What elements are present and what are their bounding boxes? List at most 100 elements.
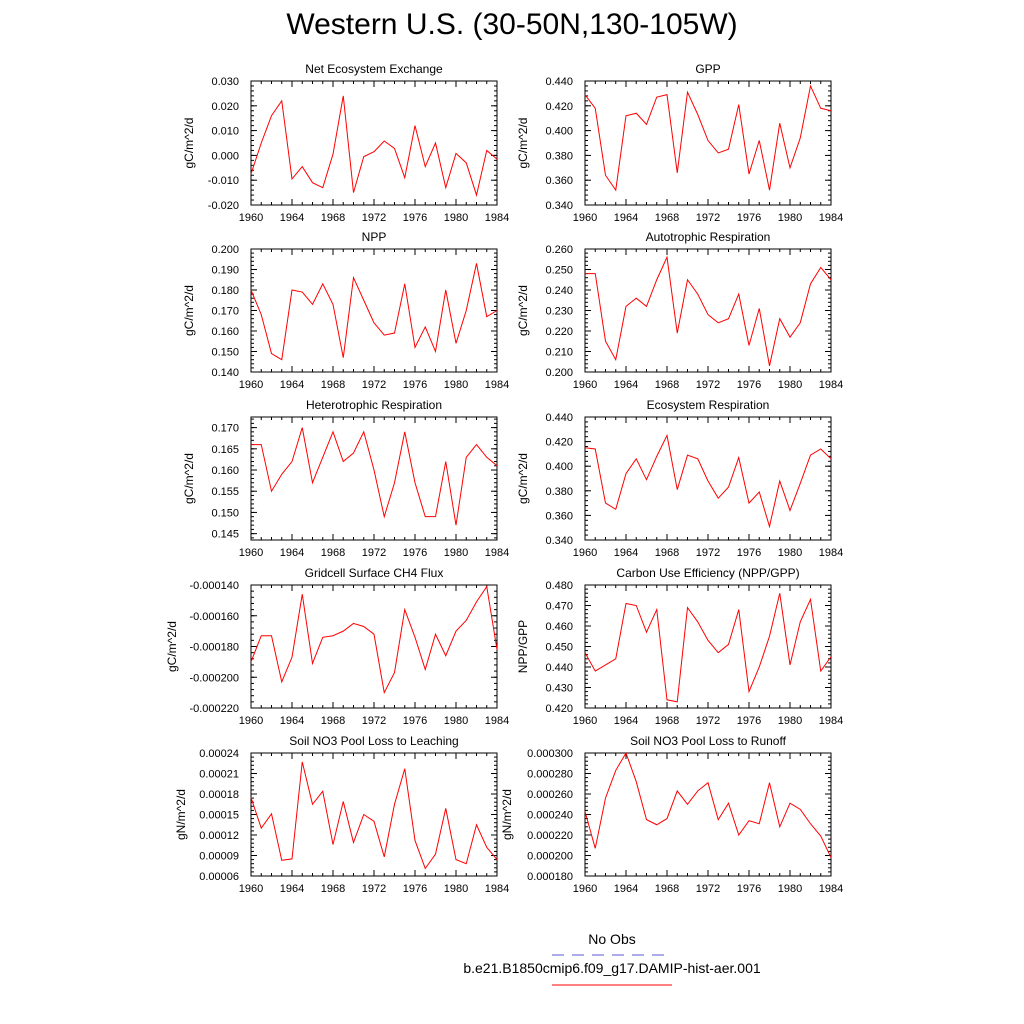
x-tick-label: 1976 — [403, 547, 427, 559]
x-tick-label: 1972 — [362, 212, 386, 224]
x-tick-label: 1984 — [819, 715, 843, 727]
y-tick-label: 0.480 — [545, 580, 573, 592]
y-tick-label: 0.00012 — [199, 830, 239, 842]
y-tick-label: 0.190 — [211, 265, 239, 277]
y-tick-label: 0.400 — [545, 461, 573, 473]
legend-label-model-run: b.e21.B1850cmip6.f09_g17.DAMIP-hist-aer.… — [463, 960, 761, 976]
chart-title: NPP — [362, 230, 387, 244]
series-line — [250, 585, 498, 695]
y-tick-label: 0.010 — [211, 126, 239, 138]
y-axis-label: gC/m^2/d — [165, 621, 179, 672]
y-tick-label: 0.020 — [211, 101, 239, 113]
x-tick-label: 1976 — [403, 883, 427, 895]
x-tick-label: 1968 — [321, 715, 345, 727]
y-tick-label: 0.260 — [545, 244, 573, 256]
chart-panel-gpp: GPP 1960 1964 1968 1972 1976 1980 1984 0.340 0.36… — [516, 62, 843, 224]
x-tick-label: 1972 — [696, 547, 720, 559]
x-tick-label: 1960 — [239, 715, 263, 727]
plot-frame — [250, 248, 498, 373]
x-tick-label: 1968 — [655, 212, 679, 224]
chart-panel-soil-no3-pool-loss-to-leaching: Soil NO3 Pool Loss to Leaching 1960 1964 19… — [174, 734, 509, 895]
x-tick-label: 1964 — [280, 379, 304, 391]
x-tick-label: 1968 — [655, 715, 679, 727]
chart-title: Heterotrophic Respiration — [306, 398, 442, 412]
y-axis-label: gC/m^2/d — [516, 285, 530, 336]
x-tick-label: 1964 — [614, 212, 638, 224]
y-tick-label: 0.360 — [545, 175, 573, 187]
series-line — [584, 751, 832, 858]
y-axis-label: gC/m^2/d — [516, 118, 530, 169]
y-tick-label: 0.380 — [545, 486, 573, 498]
y-tick-label: 0.000220 — [527, 830, 573, 842]
x-tick-label: 1984 — [819, 883, 843, 895]
x-tick-label: 1960 — [239, 212, 263, 224]
y-tick-label: -0.000140 — [189, 580, 239, 592]
y-tick-label: 0.150 — [211, 347, 239, 359]
chart-title: Soil NO3 Pool Loss to Runoff — [630, 734, 787, 748]
plot-frame — [250, 80, 498, 206]
chart-title: Gridcell Surface CH4 Flux — [305, 566, 444, 580]
x-tick-label: 1968 — [655, 883, 679, 895]
y-tick-label: 0.165 — [211, 444, 239, 456]
y-tick-label: 0.155 — [211, 486, 239, 498]
plot-frame — [584, 248, 832, 373]
chart-panel-npp: NPP 1960 1964 1968 1972 1976 1980 1984 0.140 0.15… — [182, 230, 509, 391]
y-tick-label: 0.440 — [545, 412, 573, 424]
y-tick-label: 0.380 — [545, 150, 573, 162]
x-tick-label: 1964 — [614, 379, 638, 391]
y-tick-label: 0.000300 — [527, 748, 573, 760]
x-tick-label: 1964 — [280, 715, 304, 727]
x-tick-label: 1964 — [614, 715, 638, 727]
y-tick-label: 0.430 — [545, 683, 573, 695]
legend-line-no-obs — [552, 954, 672, 956]
y-axis-label: gC/m^2/d — [516, 453, 530, 504]
y-tick-label: 0.00009 — [199, 851, 239, 863]
y-axis-label: gC/m^2/d — [182, 453, 196, 504]
y-tick-label: 0.160 — [211, 465, 239, 477]
y-tick-label: 0.460 — [545, 621, 573, 633]
x-tick-label: 1984 — [819, 379, 843, 391]
y-tick-label: 0.400 — [545, 126, 573, 138]
y-tick-label: 0.00024 — [199, 748, 239, 760]
x-tick-label: 1980 — [778, 379, 802, 391]
y-tick-label: 0.00021 — [199, 769, 239, 781]
legend-label-no-obs: No Obs — [588, 931, 636, 947]
x-tick-label: 1976 — [737, 379, 761, 391]
y-tick-label: 0.000180 — [527, 871, 573, 883]
x-tick-label: 1972 — [696, 883, 720, 895]
y-tick-label: 0.000200 — [527, 851, 573, 863]
y-tick-label: 0.440 — [545, 662, 573, 674]
x-tick-label: 1968 — [321, 547, 345, 559]
y-tick-label: -0.000180 — [189, 642, 239, 654]
plot-frame — [584, 752, 832, 877]
plot-frame — [584, 416, 832, 541]
y-tick-label: 0.420 — [545, 703, 573, 715]
chart-panel-soil-no3-pool-loss-to-runoff: Soil NO3 Pool Loss to Runoff 1960 1964 1968… — [500, 734, 843, 895]
chart-title: Ecosystem Respiration — [647, 398, 770, 412]
x-tick-label: 1980 — [444, 715, 468, 727]
chart-grid: Net Ecosystem Exchange 1960 1964 1968 1972 19… — [165, 62, 843, 895]
x-tick-label: 1980 — [444, 547, 468, 559]
y-tick-label: 0.00018 — [199, 789, 239, 801]
x-tick-label: 1968 — [321, 379, 345, 391]
y-axis-label: NPP/GPP — [516, 620, 530, 673]
plot-frame — [250, 416, 498, 541]
y-tick-label: -0.020 — [208, 200, 239, 212]
plot-frame — [250, 584, 498, 709]
y-axis-label: gC/m^2/d — [182, 285, 196, 336]
y-tick-label: 0.420 — [545, 101, 573, 113]
x-tick-label: 1960 — [573, 883, 597, 895]
x-tick-label: 1964 — [614, 883, 638, 895]
x-tick-label: 1984 — [819, 212, 843, 224]
y-tick-label: 0.250 — [545, 265, 573, 277]
y-tick-label: 0.160 — [211, 326, 239, 338]
x-tick-label: 1964 — [614, 547, 638, 559]
x-tick-label: 1984 — [819, 547, 843, 559]
y-tick-label: 0.000 — [211, 150, 239, 162]
chart-panel-net-ecosystem-exchange: Net Ecosystem Exchange 1960 1964 1968 1972 19… — [182, 62, 509, 224]
y-tick-label: 0.030 — [211, 76, 239, 88]
x-tick-label: 1972 — [362, 883, 386, 895]
y-tick-label: 0.00015 — [199, 810, 239, 822]
y-tick-label: 0.000260 — [527, 789, 573, 801]
y-tick-label: 0.200 — [545, 367, 573, 379]
